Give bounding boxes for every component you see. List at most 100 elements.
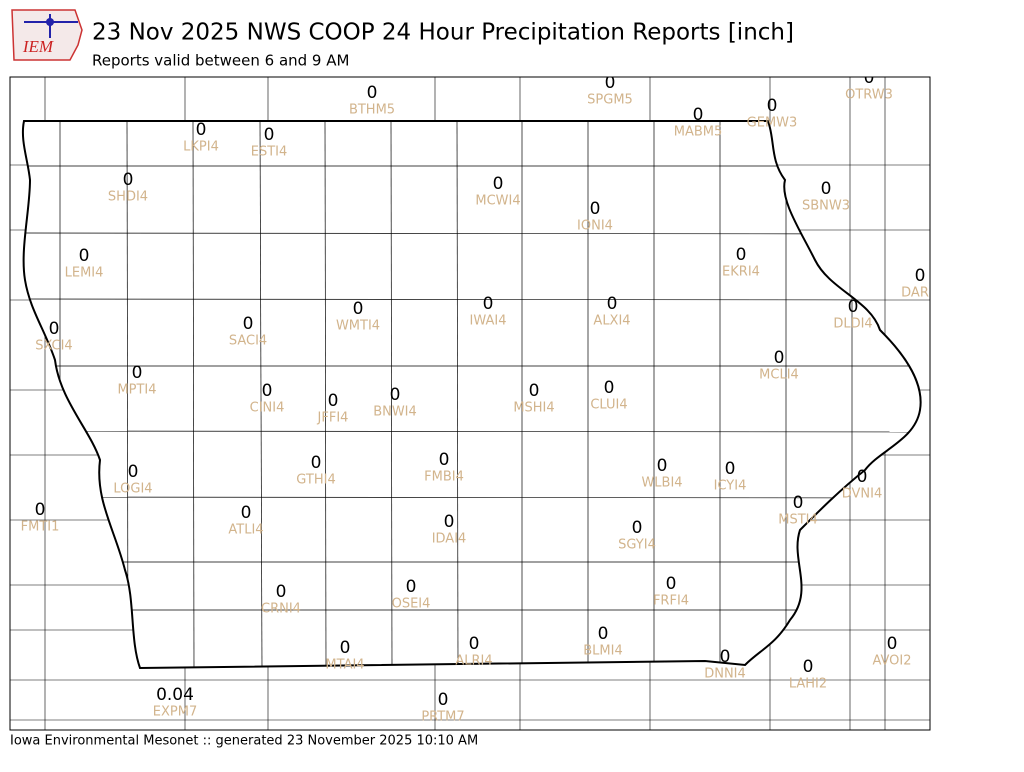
station-id: WLBI4	[641, 476, 682, 491]
station-value: 0	[848, 297, 859, 317]
station-value: 0	[529, 381, 540, 401]
county-line	[22, 496, 921, 499]
county-line	[324, 121, 327, 668]
station-value: 0	[340, 638, 351, 658]
station-value: 0	[607, 294, 618, 314]
station-value: 0	[774, 348, 785, 368]
station-id: MTAI4	[325, 658, 364, 673]
station-id: ALRI4	[455, 654, 492, 669]
station-id: LKPI4	[183, 140, 219, 155]
station-value: 0	[915, 266, 926, 286]
logo-text: IEM	[22, 37, 54, 56]
station-id: WMTI4	[336, 319, 380, 334]
station-id: AVOI2	[872, 654, 911, 669]
station-id: GEMW3	[747, 116, 798, 131]
county-line	[390, 121, 393, 668]
station-value: 0	[311, 453, 322, 473]
station-id: CINI4	[250, 401, 285, 416]
station-value: 0	[666, 574, 677, 594]
station-value: 0	[887, 634, 898, 654]
station-value: 0	[483, 294, 494, 314]
station-id: SHDI4	[108, 190, 148, 205]
station-id: IONI4	[577, 219, 613, 234]
station-id: BNWI4	[373, 405, 417, 420]
station-id: MSTI4	[778, 513, 818, 528]
station-value: 0	[49, 319, 60, 339]
station-value: 0	[469, 634, 480, 654]
station-value: 0	[438, 690, 449, 710]
station-value: 0	[803, 657, 814, 677]
station-id: ESTI4	[251, 145, 288, 160]
station-id: EKRI4	[722, 265, 760, 280]
station-value: 0	[262, 381, 273, 401]
county-line	[22, 430, 921, 433]
county-line	[22, 298, 921, 301]
station-id: DVNI4	[842, 487, 883, 502]
station-value: 0	[241, 503, 252, 523]
station-value: 0	[590, 199, 601, 219]
station-id: SGYI4	[618, 538, 656, 553]
station-value: 0	[128, 462, 139, 482]
county-line	[22, 232, 921, 235]
station-value: 0	[367, 83, 378, 103]
station-value: 0	[857, 467, 868, 487]
station-id: FMBI4	[424, 470, 464, 485]
station-value: 0	[444, 512, 455, 532]
station-id: DAR	[901, 286, 929, 301]
station-id: IWAI4	[470, 314, 507, 329]
station-id: DLDI4	[833, 317, 872, 332]
station-id: PRTM7	[421, 710, 464, 725]
station-id: SXCI4	[35, 339, 72, 354]
station-id: EXPM7	[153, 705, 197, 720]
station-id: OTRW3	[845, 88, 893, 103]
county-line	[259, 121, 263, 668]
station-value: 0	[864, 68, 875, 88]
station-value: 0	[604, 378, 615, 398]
station-id: CRNI4	[261, 602, 301, 617]
title: 23 Nov 2025 NWS COOP 24 Hour Precipitati…	[92, 20, 794, 46]
station-id: JFFI4	[317, 411, 349, 426]
county-line	[192, 121, 195, 668]
county-line	[456, 121, 459, 668]
station-id: SPGM5	[587, 93, 633, 108]
station-value: 0	[123, 170, 134, 190]
station-id: CLUI4	[590, 398, 627, 413]
station-value: 0	[736, 245, 747, 265]
station-id: LEMI4	[65, 266, 104, 281]
station-id: FMTI1	[21, 520, 60, 535]
station-value: 0	[605, 73, 616, 93]
station-value: 0	[243, 314, 254, 334]
station-id: BLMI4	[583, 644, 622, 659]
station-value: 0	[353, 299, 364, 319]
station-value: 0	[598, 624, 609, 644]
station-value: 0	[720, 647, 731, 667]
station-value: 0	[132, 363, 143, 383]
station-id: FRFI4	[653, 594, 689, 609]
station-value: 0	[406, 577, 417, 597]
station-value: 0	[793, 493, 804, 513]
station-id: MABM5	[674, 125, 723, 140]
station-value: 0	[328, 391, 339, 411]
station-value: 0	[35, 500, 46, 520]
station-id: MPTI4	[117, 383, 156, 398]
station-value: 0	[632, 518, 643, 538]
map: 0BTHM50SPGM50OTRW30MABM50GEMW30LKPI40EST…	[10, 68, 930, 730]
station-value: 0	[390, 385, 401, 405]
footer: Iowa Environmental Mesonet :: generated …	[10, 734, 478, 749]
station-value: 0	[264, 125, 275, 145]
station-id: MCLI4	[759, 368, 799, 383]
station-id: OSEI4	[392, 597, 431, 612]
station-id: MCWI4	[475, 194, 520, 209]
station-value: 0	[693, 105, 704, 125]
station-id: BTHM5	[349, 103, 395, 118]
station-value: 0	[196, 120, 207, 140]
station-value: 0	[821, 179, 832, 199]
station-value: 0	[439, 450, 450, 470]
logo: IEM	[11, 9, 83, 61]
station-id: LOGI4	[113, 482, 152, 497]
station-id: ALXI4	[593, 314, 630, 329]
station-value: 0	[493, 174, 504, 194]
station-id: SBNW3	[802, 199, 850, 214]
station-id: IDAI4	[432, 532, 467, 547]
station-value: 0	[657, 456, 668, 476]
